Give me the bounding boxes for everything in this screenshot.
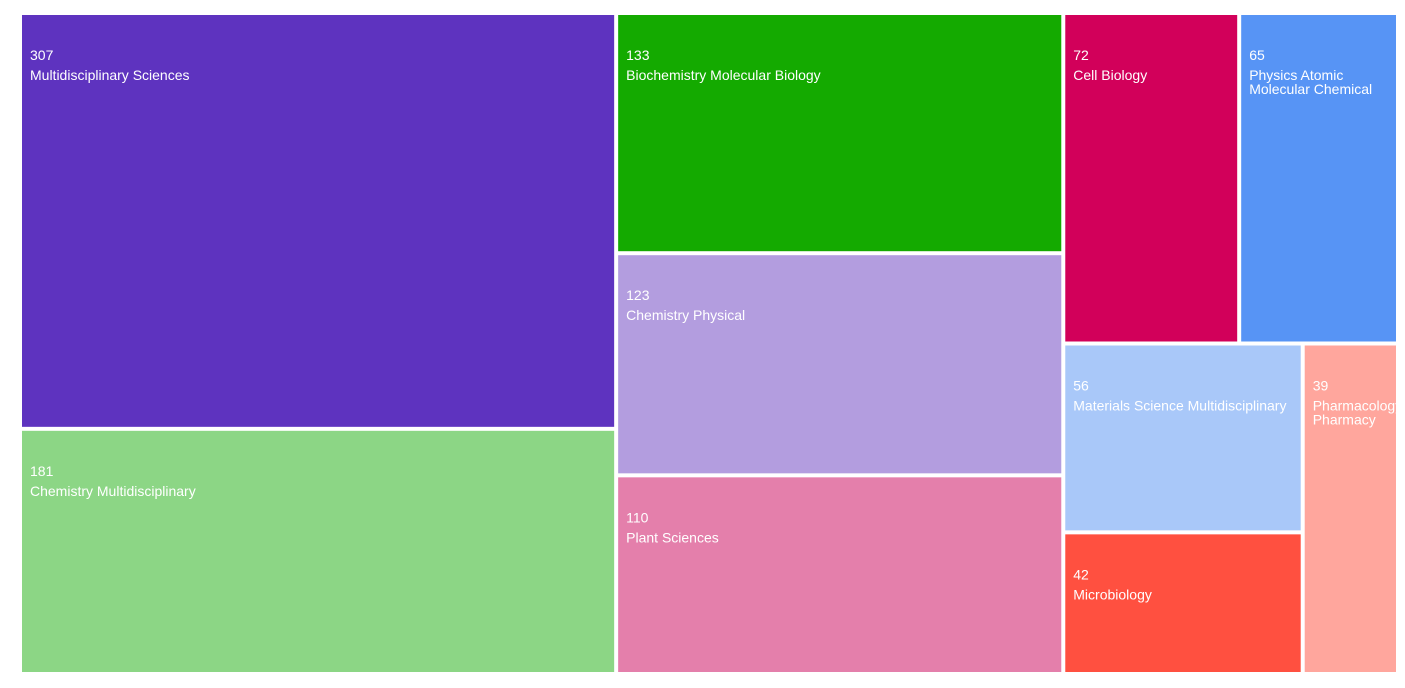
cell-labels: 72 Cell Biology	[1073, 47, 1147, 83]
value-label: 123	[626, 287, 650, 303]
cell-labels: 133 Biochemistry Molecular Biology	[626, 47, 821, 83]
cell-labels: 42 Microbiology	[1073, 566, 1152, 602]
value-label: 39	[1313, 378, 1329, 394]
treemap-cell	[1065, 534, 1301, 672]
cell-labels: 39 Pharmacology Pharmacy	[1313, 378, 1405, 428]
value-label: 72	[1073, 47, 1089, 63]
treemap-cell	[618, 477, 1062, 672]
category-label: Materials Science Multidisciplinary	[1073, 398, 1286, 414]
value-label: 42	[1073, 566, 1089, 582]
cell-labels: 65 Physics Atomic Molecular Chemical	[1249, 47, 1372, 97]
value-label: 181	[30, 463, 54, 479]
category-label: Pharmacology Pharmacy	[1313, 398, 1405, 428]
category-label: Microbiology	[1073, 586, 1152, 602]
value-label: 56	[1073, 378, 1089, 394]
category-label: Cell Biology	[1073, 67, 1147, 83]
cell-labels: 110 Plant Sciences	[626, 509, 719, 545]
cell-labels: 56 Materials Science Multidisciplinary	[1073, 378, 1286, 414]
label-line: Pharmacology	[1313, 398, 1405, 414]
label-line: Pharmacy	[1313, 412, 1376, 428]
cell-labels: 181 Chemistry Multidisciplinary	[30, 463, 196, 499]
category-label: Chemistry Physical	[626, 307, 745, 323]
category-label: Physics Atomic Molecular Chemical	[1249, 67, 1372, 97]
category-label: Multidisciplinary Sciences	[30, 67, 190, 83]
value-label: 65	[1249, 47, 1265, 63]
value-label: 133	[626, 47, 650, 63]
cell-labels: 123 Chemistry Physical	[626, 287, 745, 323]
treemap-cell	[1065, 345, 1301, 531]
value-label: 110	[626, 509, 649, 525]
cell-labels: 307 Multidisciplinary Sciences	[30, 47, 190, 83]
treemap-cell	[1065, 15, 1238, 342]
treemap-cell	[1304, 345, 1396, 672]
treemap-cell	[618, 255, 1062, 474]
label-line: Molecular Chemical	[1249, 81, 1372, 97]
treemap-cell	[618, 15, 1062, 252]
treemap-cell	[22, 15, 615, 427]
label-line: Physics Atomic	[1249, 67, 1347, 83]
treemap-cell	[22, 430, 615, 672]
category-label: Plant Sciences	[626, 529, 719, 545]
category-label: Chemistry Multidisciplinary	[30, 483, 196, 499]
treemap-cell	[1241, 15, 1396, 342]
category-label: Biochemistry Molecular Biology	[626, 67, 821, 83]
value-label: 307	[30, 47, 54, 63]
